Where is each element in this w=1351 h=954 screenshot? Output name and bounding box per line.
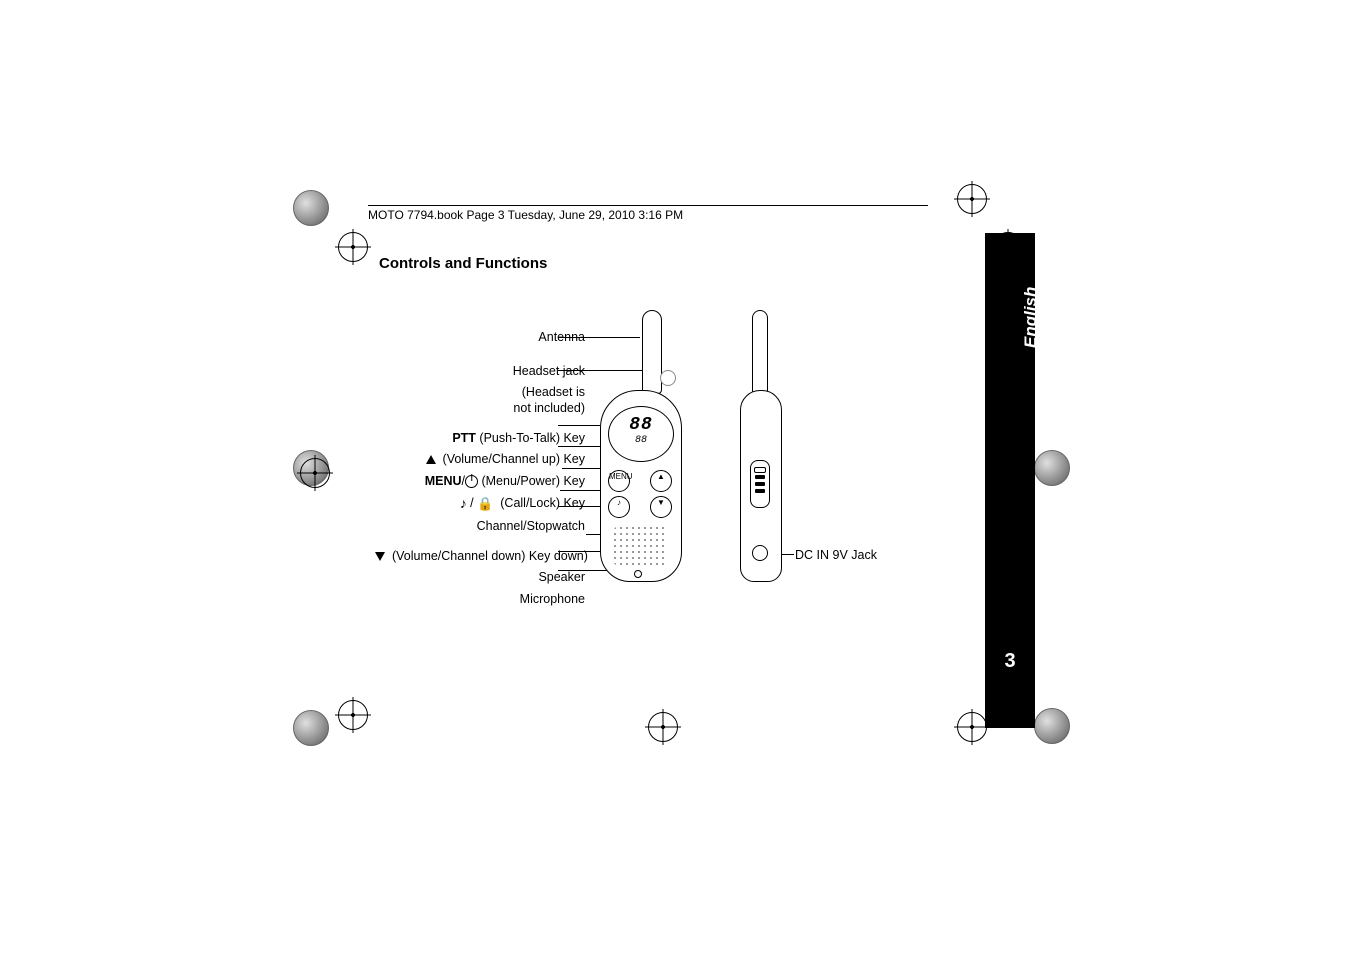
device-menu-button: MENU — [608, 470, 630, 492]
device-screen: 88 88 — [608, 406, 674, 462]
registration-mark-bottom-right — [957, 712, 987, 742]
label-microphone: Microphone — [375, 592, 585, 608]
label-volume-up: (Volume/Channel up) Key — [375, 452, 585, 468]
triangle-up-icon — [426, 455, 436, 464]
print-knob-right-1 — [1034, 450, 1070, 486]
sidebar-page-number: 3 — [985, 650, 1035, 673]
registration-mark-bottom-left — [338, 700, 368, 730]
label-antenna: Antenna — [375, 330, 585, 346]
device-belt-clip — [750, 460, 770, 508]
registration-mark-top-right — [957, 184, 987, 214]
device-up-button: ▲ — [650, 470, 672, 492]
label-call-lock: ♪ / 🔒 (Call/Lock) Key — [375, 495, 585, 513]
device-illustration-side — [730, 310, 790, 590]
device-dc-jack — [752, 545, 768, 561]
label-speaker: Speaker — [375, 570, 585, 586]
device-headset-jack — [660, 370, 676, 386]
registration-mark-left-1 — [300, 458, 330, 488]
device-antenna — [642, 310, 662, 394]
registration-mark-bottom-center — [648, 712, 678, 742]
label-ptt: PTT (Push-To-Talk) Key — [375, 431, 585, 447]
label-headset-1: Headset jack — [375, 364, 585, 380]
registration-mark-top-left — [338, 232, 368, 262]
label-ptt-rest: (Push-To-Talk) Key — [476, 431, 585, 445]
language-sidebar: English 3 — [985, 233, 1035, 728]
label-menu-power: MENU/ (Menu/Power) Key — [375, 474, 585, 490]
device-illustration-front: 88 88 MENU ▲ ♪ ▼ — [590, 310, 690, 590]
label-volume-up-text: (Volume/Channel up) Key — [443, 452, 585, 466]
device-speaker-grille — [612, 525, 668, 567]
print-knob-bottom-left — [293, 710, 329, 746]
screen-main-digits: 88 — [609, 415, 673, 435]
section-title: Controls and Functions — [379, 255, 547, 272]
callout-label-column: Antenna Headset jack (Headset is not inc… — [375, 330, 585, 613]
screen-sub-digits: 88 — [609, 435, 673, 446]
device-side-antenna — [752, 310, 768, 394]
device-microphone — [634, 570, 642, 578]
label-ptt-bold: PTT — [452, 431, 476, 445]
music-note-icon: ♪ — [460, 495, 467, 513]
device-call-button: ♪ — [608, 496, 630, 518]
label-channel-stopwatch: Channel/Stopwatch — [375, 519, 585, 535]
pdf-header-line: MOTO 7794.book Page 3 Tuesday, June 29, … — [368, 205, 928, 222]
print-knob-right-bottom — [1034, 708, 1070, 744]
label-headset-3: not included) — [375, 401, 585, 417]
label-menu-bold: MENU — [425, 474, 462, 488]
label-call-lock-text: (Call/Lock) Key — [500, 496, 585, 510]
device-down-button: ▼ — [650, 496, 672, 518]
lock-icon: 🔒 — [477, 496, 493, 512]
power-icon — [465, 475, 478, 488]
label-headset-2: (Headset is — [375, 385, 585, 401]
triangle-down-icon — [375, 552, 385, 561]
sidebar-language-label: English — [1021, 287, 1041, 348]
print-knob-top-left — [293, 190, 329, 226]
label-volume-down: (Volume/Channel down) Key down) — [375, 549, 585, 565]
label-menu-rest: (Menu/Power) Key — [481, 474, 585, 488]
label-dc-jack: DC IN 9V Jack — [795, 548, 877, 562]
